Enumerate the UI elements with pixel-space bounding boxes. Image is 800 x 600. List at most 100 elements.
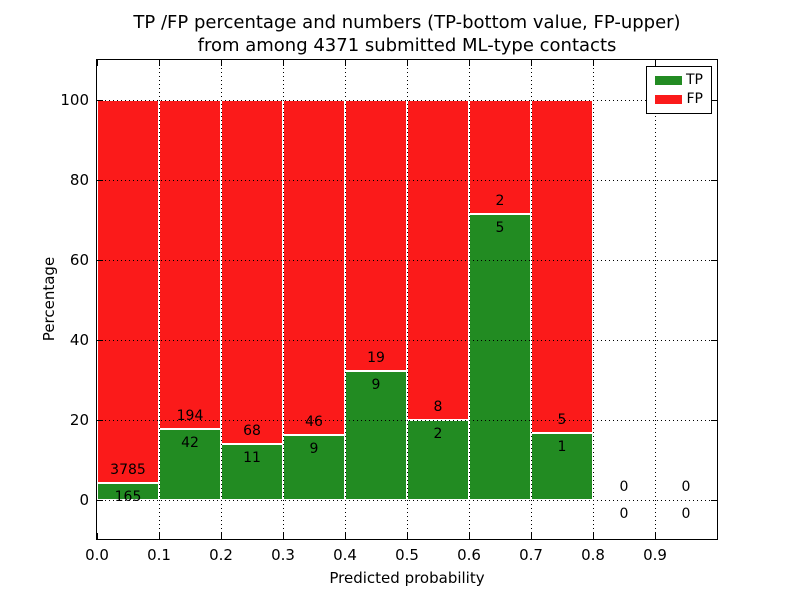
bar-fp-segment bbox=[469, 100, 531, 215]
x-tick-mark bbox=[221, 533, 222, 539]
x-tick-mark-top bbox=[593, 60, 594, 66]
bar-fp-segment bbox=[345, 100, 407, 372]
y-tick-label: 60 bbox=[69, 251, 89, 269]
bar-fp-count-label: 19 bbox=[367, 350, 385, 367]
bar-tp-count-label: 9 bbox=[371, 377, 381, 394]
x-axis-label: Predicted probability bbox=[329, 569, 485, 587]
x-tick-mark-top bbox=[655, 60, 656, 66]
bar-tp-segment bbox=[469, 214, 531, 500]
y-tick-mark bbox=[97, 260, 103, 261]
bar-tp-count-label: 9 bbox=[309, 440, 319, 457]
bar-fp-segment bbox=[97, 100, 159, 484]
legend-item-fp: FP bbox=[655, 92, 703, 107]
x-tick-label: 0.6 bbox=[457, 546, 481, 564]
bar-tp-segment bbox=[283, 434, 345, 500]
bar-fp-count-label: 46 bbox=[305, 413, 323, 430]
x-tick-label: 0.1 bbox=[147, 546, 171, 564]
bar-tp-count-label: 42 bbox=[181, 434, 199, 451]
y-tick-mark bbox=[97, 100, 103, 101]
bar-fp-segment bbox=[221, 100, 283, 445]
y-tick-label: 100 bbox=[60, 91, 89, 109]
x-tick-label: 0.8 bbox=[581, 546, 605, 564]
x-tick-label: 0.5 bbox=[395, 546, 419, 564]
y-tick-label: 20 bbox=[69, 411, 89, 429]
y-tick-label: 40 bbox=[69, 331, 89, 349]
bar-tp-count-label: 5 bbox=[495, 220, 505, 237]
bar-fp-count-label: 5 bbox=[557, 412, 567, 429]
x-tick-mark-top bbox=[345, 60, 346, 66]
bar-fp-segment bbox=[531, 100, 593, 434]
bar-tp-count-label: 1 bbox=[557, 439, 567, 456]
legend-label-fp: FP bbox=[686, 91, 704, 107]
bar-fp-segment bbox=[283, 100, 345, 435]
y-tick-mark-right bbox=[711, 500, 717, 501]
y-tick-mark-right bbox=[711, 180, 717, 181]
gridline-vertical bbox=[655, 60, 656, 539]
chart-title-line1: TP /FP percentage and numbers (TP-bottom… bbox=[133, 12, 681, 33]
plot-area: 3785 165 194 42 68 11 46 9 19 9 8 2 2 5 5 1 0 0 0 0 bbox=[96, 59, 718, 540]
y-tick-mark-right bbox=[711, 340, 717, 341]
legend-swatch-fp-icon bbox=[655, 95, 682, 104]
x-tick-mark bbox=[593, 533, 594, 539]
legend-swatch-tp-icon bbox=[655, 76, 682, 85]
gridline-vertical bbox=[345, 60, 346, 539]
legend: TP FP bbox=[646, 66, 712, 114]
bar-fp-count-label: 68 bbox=[243, 423, 261, 440]
x-tick-mark bbox=[531, 533, 532, 539]
bar-tp-count-label: 11 bbox=[243, 450, 261, 467]
bar-tp-segment bbox=[531, 433, 593, 500]
bar-tp-segment bbox=[97, 483, 159, 500]
x-tick-label: 0.9 bbox=[643, 546, 667, 564]
x-tick-label: 0.3 bbox=[271, 546, 295, 564]
legend-label-tp: TP bbox=[686, 72, 703, 88]
x-tick-mark-top bbox=[221, 60, 222, 66]
gridline-vertical bbox=[469, 60, 470, 539]
x-tick-mark bbox=[283, 533, 284, 539]
x-tick-mark-top bbox=[283, 60, 284, 66]
gridline-vertical bbox=[531, 60, 532, 539]
x-tick-mark-top bbox=[97, 60, 98, 66]
bar-fp-count-label: 3785 bbox=[110, 462, 146, 479]
gridline-vertical bbox=[593, 60, 594, 539]
y-tick-mark bbox=[97, 500, 103, 501]
gridline-vertical bbox=[159, 60, 160, 539]
gridline-vertical bbox=[221, 60, 222, 539]
x-tick-mark bbox=[345, 533, 346, 539]
bar-fp-count-label: 8 bbox=[433, 399, 443, 415]
bar-fp-count-label: 194 bbox=[176, 407, 204, 424]
y-tick-mark bbox=[97, 340, 103, 341]
bar-tp-count-label: 0 bbox=[681, 506, 691, 522]
x-tick-mark-top bbox=[469, 60, 470, 66]
x-tick-mark bbox=[97, 533, 98, 539]
bar-tp-segment bbox=[221, 444, 283, 500]
bar-tp-count-label: 2 bbox=[433, 426, 443, 442]
bar-fp-count-label: 0 bbox=[681, 479, 691, 495]
y-tick-label: 0 bbox=[79, 491, 89, 509]
bar-tp-count-label: 0 bbox=[619, 506, 629, 522]
x-tick-mark bbox=[469, 533, 470, 539]
y-axis-label: Percentage bbox=[40, 256, 58, 342]
y-tick-mark-right bbox=[711, 260, 717, 261]
legend-item-tp: TP bbox=[655, 73, 703, 88]
bar-fp-count-label: 0 bbox=[619, 479, 629, 495]
x-tick-label: 0.0 bbox=[85, 546, 109, 564]
x-tick-mark bbox=[159, 533, 160, 539]
x-tick-label: 0.7 bbox=[519, 546, 543, 564]
x-tick-mark-top bbox=[159, 60, 160, 66]
bar-fp-count-label: 2 bbox=[495, 193, 505, 210]
y-tick-mark-right bbox=[711, 420, 717, 421]
gridline-vertical bbox=[283, 60, 284, 539]
bar-tp-segment bbox=[159, 428, 221, 500]
bar-fp-segment bbox=[159, 100, 221, 429]
x-tick-mark bbox=[655, 533, 656, 539]
x-tick-label: 0.4 bbox=[333, 546, 357, 564]
y-tick-label: 80 bbox=[69, 171, 89, 189]
x-tick-mark bbox=[407, 533, 408, 539]
bar-tp-count-label: 165 bbox=[114, 489, 142, 506]
gridline-vertical bbox=[407, 60, 408, 539]
x-tick-mark-top bbox=[407, 60, 408, 66]
x-tick-mark-top bbox=[531, 60, 532, 66]
y-tick-mark-right bbox=[711, 100, 717, 101]
y-tick-mark bbox=[97, 180, 103, 181]
